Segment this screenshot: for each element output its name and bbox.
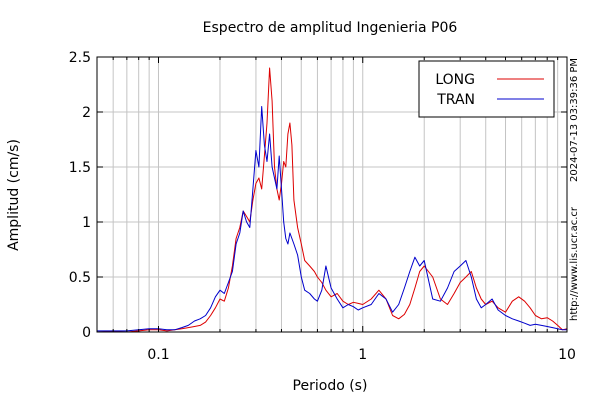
plot-frame — [96, 56, 568, 333]
chart-title: Espectro de amplitud Ingenieria P06 — [203, 20, 458, 36]
grid-lines — [97, 57, 567, 332]
y-tick-label: 0.5 — [69, 270, 91, 286]
legend-label-long: LONG — [435, 72, 475, 88]
x-tick-label: 10 — [558, 347, 576, 363]
series-layer — [96, 67, 568, 333]
series-line-tran — [97, 106, 567, 332]
series-line-long — [96, 67, 568, 333]
y-tick-label: 1 — [82, 215, 91, 231]
y-tick-label: 2.5 — [69, 50, 91, 66]
timestamp-annotation: 2024-07-13 03:39:36 PM — [569, 58, 580, 182]
x-tick-label: 0.1 — [147, 347, 169, 363]
y-axis-label: Amplitud (cm/s) — [6, 139, 22, 251]
tick-layer: 0 0.5 1 1.5 2 2.5 0.1 1 10 — [69, 50, 576, 363]
legend-label-tran: TRAN — [436, 92, 475, 108]
legend: LONG TRAN — [418, 60, 555, 118]
y-tick-label: 2 — [82, 105, 91, 121]
x-axis-label: Periodo (s) — [293, 378, 368, 394]
legend-box — [418, 60, 555, 118]
x-tick-label: 1 — [358, 347, 367, 363]
y-tick-label: 0 — [82, 325, 91, 341]
lis-url-annotation: http://www.lis.ucr.ac.cr — [569, 206, 580, 321]
y-tick-label: 1.5 — [69, 160, 91, 176]
